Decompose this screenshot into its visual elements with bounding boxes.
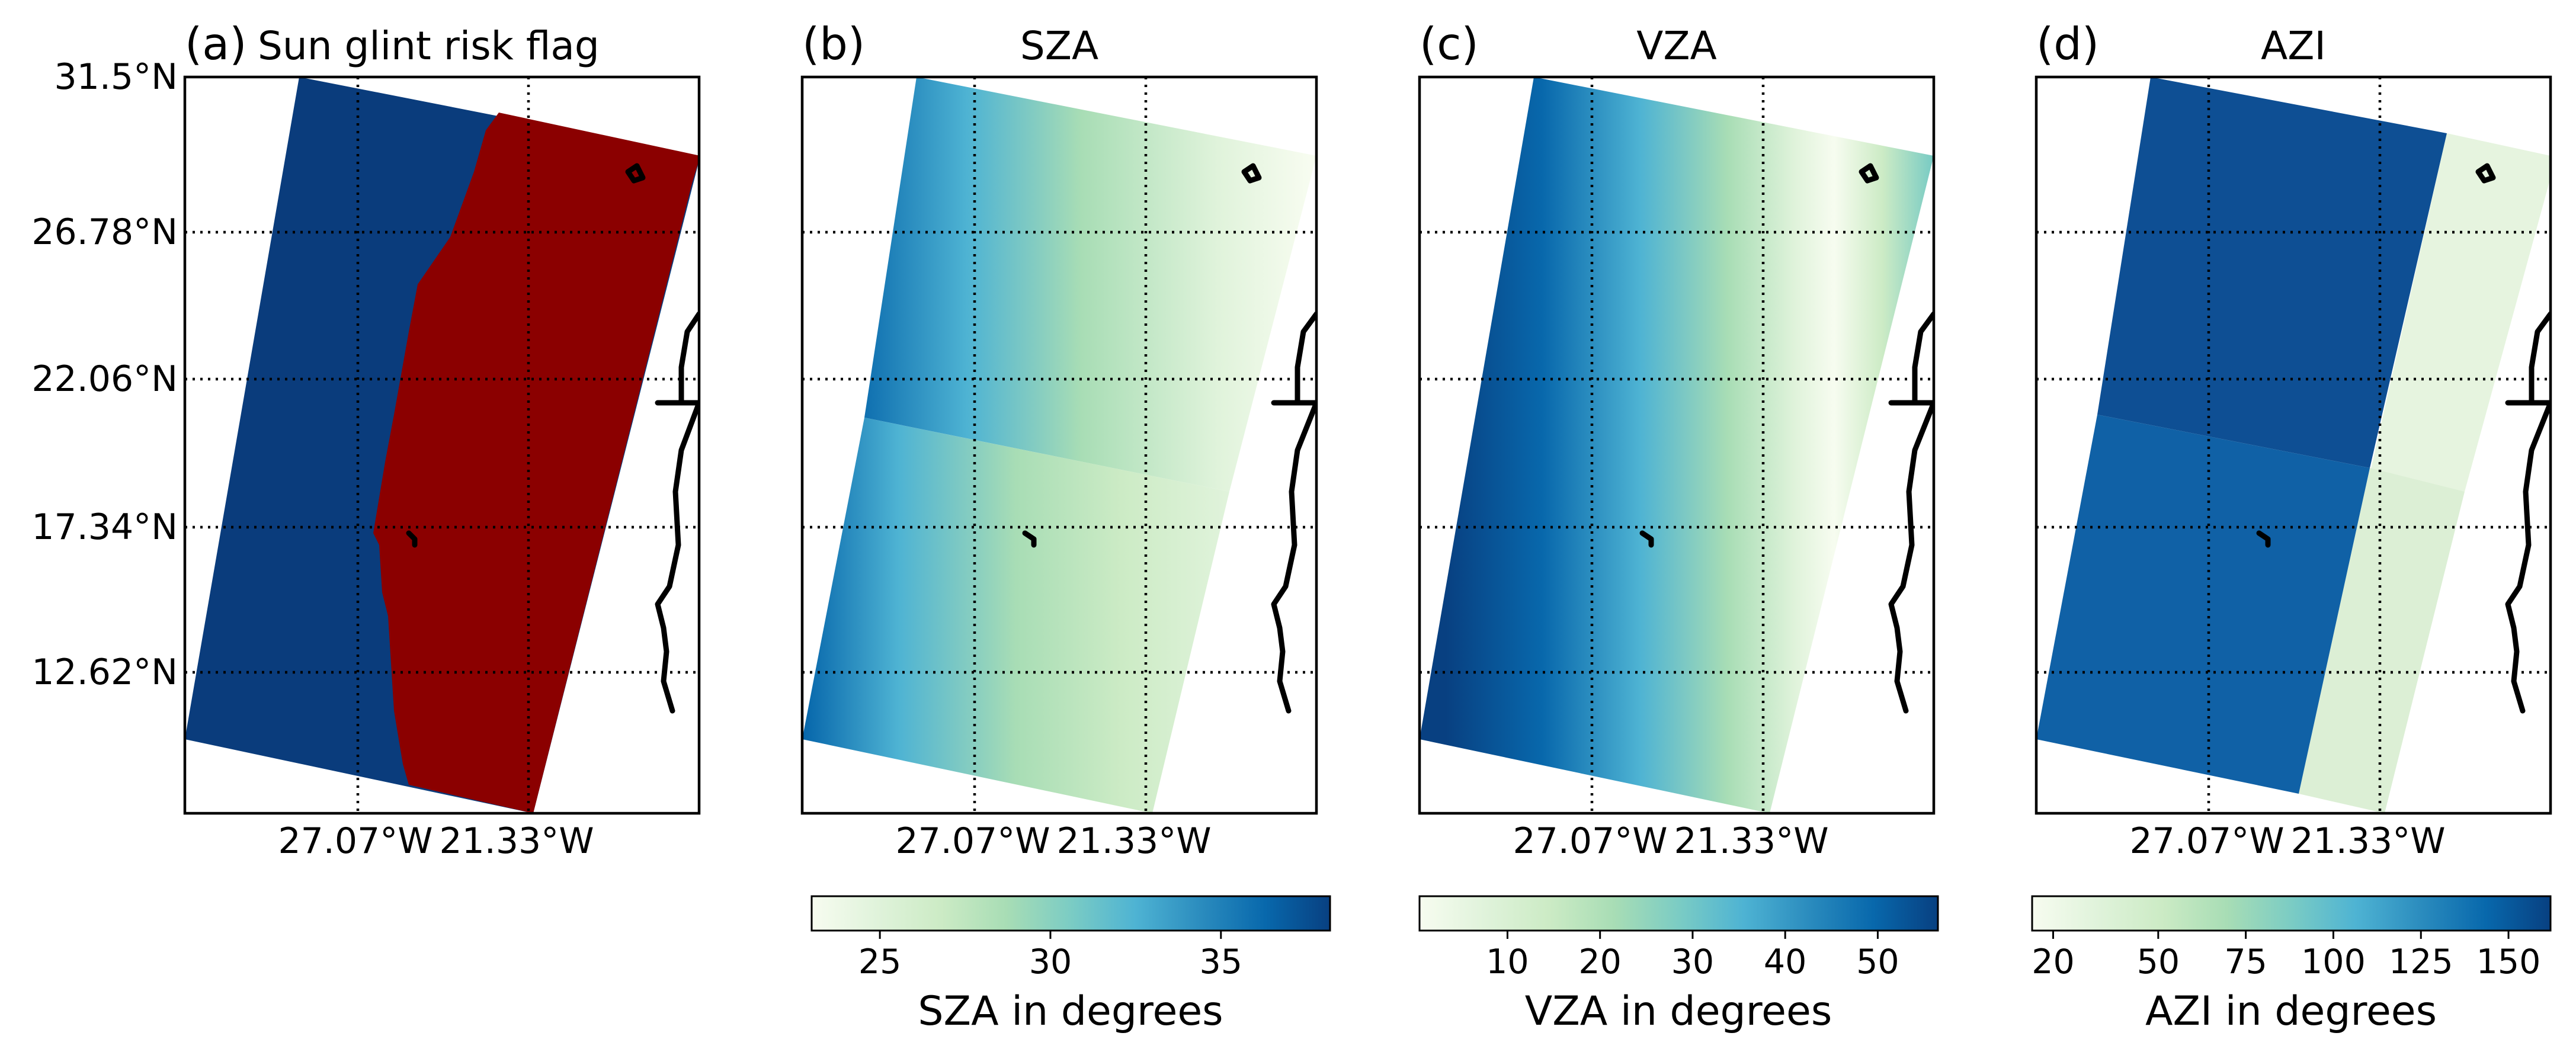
colorbar-tick-label: 50: [1856, 942, 1899, 982]
colorbar-azi-label: AZI in degrees: [2145, 988, 2437, 1035]
colorbar-sza-label: SZA in degrees: [918, 988, 1223, 1035]
lon-tick-label: 27.07°W: [278, 820, 432, 862]
colorbar-tick-label: 20: [2032, 942, 2075, 982]
coastline-cape-verde: [1022, 530, 1037, 548]
colorbar-sza-gradient: [810, 895, 1331, 932]
lon-tick-label: 27.07°W: [2129, 820, 2284, 862]
lon-tick-label: 21.33°W: [439, 820, 594, 862]
lon-tick-label: 21.33°W: [1056, 820, 1211, 862]
panel-c-letter: (c): [1420, 18, 1479, 70]
coastline-islands-north: [625, 163, 646, 184]
panel-a-title: Sun glint risk flag: [258, 23, 600, 69]
coastline-cape-verde: [2256, 530, 2271, 548]
azi-field-lower-granule-west: [2036, 415, 2370, 794]
coastline-cape-verde: [1639, 530, 1654, 548]
panel-a-frame: [183, 75, 701, 815]
lon-tick-label: 27.07°W: [895, 820, 1050, 862]
azi-field-upper-granule-east: [2370, 133, 2551, 492]
lon-tick-label: 27.07°W: [1513, 820, 1667, 862]
azi-field-upper-granule-west: [2097, 77, 2447, 468]
coastline-africa: [1271, 311, 1316, 714]
panel-c-frame: [1418, 75, 1936, 815]
sza-field-lower-granule: [802, 418, 1229, 813]
coastline-africa: [1888, 311, 1934, 714]
colorbar-tick-label: 125: [2389, 942, 2453, 982]
colorbar-tick-label: 150: [2476, 942, 2541, 982]
colorbar-vza: 10 20 30 40 50 VZA in degrees: [1418, 895, 1939, 1035]
coastline-africa: [655, 311, 699, 714]
panel-a: (a) Sun glint risk flag 31.5°N 26.78°N 2…: [31, 18, 701, 862]
flag-risk-region: [373, 113, 699, 813]
panel-d-map: [2036, 77, 2551, 813]
panel-d: (d) AZI 27.07°W 21.33°W 20 50 75 100 125 150 …: [2031, 18, 2552, 1035]
colorbar-tick-label: 20: [1578, 942, 1622, 982]
coastline-africa: [2505, 311, 2551, 714]
colorbar-azi: 20 50 75 100 125 150 AZI in degrees: [2031, 895, 2552, 1035]
panel-b-letter: (b): [802, 18, 865, 70]
lat-tick-label: 31.5°N: [55, 56, 178, 98]
panel-c-title: VZA: [1636, 23, 1717, 69]
coastline-cape-verde: [406, 530, 418, 548]
panel-a-letter: (a): [185, 18, 246, 70]
panel-b-title: SZA: [1020, 23, 1098, 69]
panel-b-frame: [800, 75, 1318, 815]
colorbar-tick-label: 10: [1486, 942, 1529, 982]
azi-field-lower-granule-east: [2299, 468, 2465, 813]
coastline-islands-north: [1859, 163, 1879, 184]
colorbar-tick-label: 25: [858, 942, 902, 982]
colorbar-azi-gradient: [2031, 895, 2552, 932]
colorbar-vza-label: VZA in degrees: [1525, 988, 1832, 1035]
lon-tick-label: 21.33°W: [1674, 820, 1828, 862]
lon-tick-label: 21.33°W: [2290, 820, 2445, 862]
panel-b-map: [802, 77, 1316, 813]
panel-a-map: [185, 77, 699, 813]
colorbar-vza-gradient: [1418, 895, 1939, 932]
colorbar-tick-label: 100: [2301, 942, 2366, 982]
colorbar-tick-label: 30: [1029, 942, 1072, 982]
colorbar-tick-label: 75: [2224, 942, 2267, 982]
lat-tick-label: 17.34°N: [31, 506, 178, 548]
vza-field: [1420, 77, 1934, 813]
colorbar-tick-label: 50: [2137, 942, 2180, 982]
lat-tick-label: 12.62°N: [31, 652, 178, 693]
sza-field-upper-granule: [864, 77, 1316, 492]
panel-b: (b) SZA 27.07°W 21.33°W 25 30 35 SZA in de…: [800, 18, 1331, 1035]
lat-tick-label: 22.06°N: [31, 358, 178, 400]
panel-d-title: AZI: [2261, 23, 2326, 69]
panel-c-map: [1420, 77, 1934, 813]
colorbar-tick-label: 35: [1200, 942, 1243, 982]
panel-d-letter: (d): [2036, 18, 2099, 70]
colorbar-sza: 25 30 35 SZA in degrees: [810, 895, 1331, 1035]
lat-tick-labels-a: 31.5°N 26.78°N 22.06°N 17.34°N 12.62°N: [31, 56, 178, 693]
coastline-islands-north: [2475, 163, 2496, 184]
colorbar-tick-label: 40: [1764, 942, 1807, 982]
colorbar-tick-label: 30: [1671, 942, 1715, 982]
coastline-islands-north: [1241, 163, 1262, 184]
panel-c: (c) VZA 27.07°W 21.33°W 10 20 30 40 50 VZA i…: [1418, 18, 1939, 1035]
panel-d-frame: [2034, 75, 2552, 815]
lat-tick-label: 26.78°N: [31, 211, 178, 253]
